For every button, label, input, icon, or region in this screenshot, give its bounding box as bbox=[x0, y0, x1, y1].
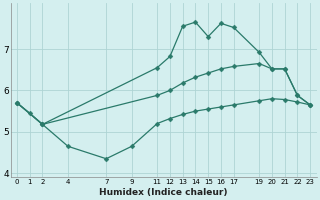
X-axis label: Humidex (Indice chaleur): Humidex (Indice chaleur) bbox=[99, 188, 228, 197]
